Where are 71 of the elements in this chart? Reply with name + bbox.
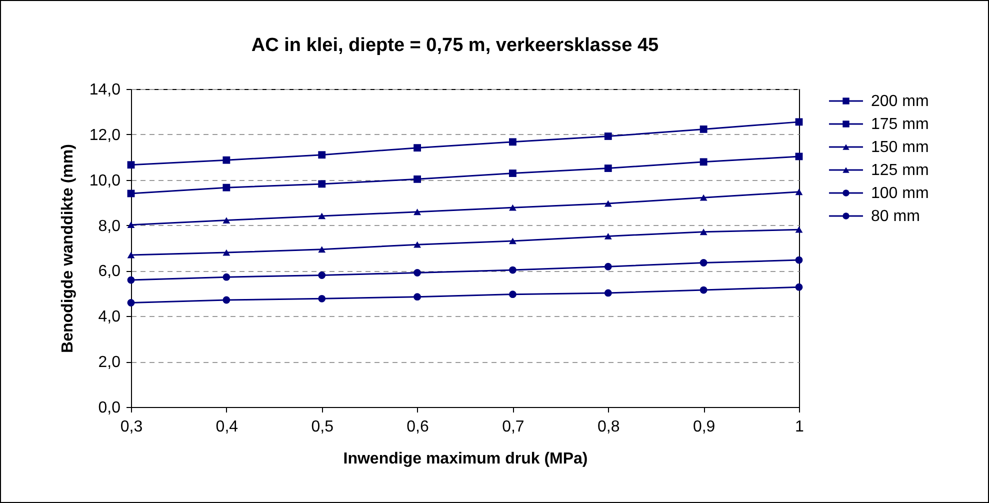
point [509,290,516,298]
point [318,180,326,188]
legend-label: 80 mm [871,208,920,225]
point [127,276,135,284]
point [127,299,135,306]
point [795,226,803,233]
point [795,188,803,196]
y-tick-label: 8,0 [98,218,121,235]
point [509,170,516,177]
y-tick-label: 12,0 [89,126,121,144]
point [127,252,135,258]
point [318,246,326,253]
x-tick-label: 0,7 [502,418,524,436]
chart-title: AC in klei, diepte = 0,75 m, verkeersklasse 45 [251,35,660,56]
point [795,283,803,291]
point [414,293,421,301]
point [795,118,803,126]
point [795,256,803,264]
point [604,262,612,270]
point [222,273,230,281]
point [414,208,421,216]
point [604,132,612,140]
point [604,289,612,297]
x-tick-label: 0,6 [406,418,430,436]
point [222,217,230,224]
legend-label: 100 mm [871,185,929,202]
x-tick-label: 0,9 [692,418,716,436]
x-tick-label: 0,5 [311,418,334,436]
x-axis-title: Inwendige maximum druk (MPa) [343,450,588,468]
point [700,228,708,236]
x-tick-label: 0,8 [598,418,620,436]
y-tick-label: 10,0 [89,172,121,190]
point [222,296,230,304]
point [604,164,612,172]
y-tick-label: 6,0 [98,263,121,280]
point [222,184,230,192]
point [509,266,516,274]
y-tick-label: 0,0 [98,400,121,416]
point [604,200,612,207]
point [509,138,516,146]
point [318,151,326,159]
y-tick-label: 14,0 [89,82,121,98]
point [700,286,708,294]
point [700,259,708,266]
point [318,294,326,302]
point [127,161,135,169]
x-tick-label: 1 [795,418,804,436]
point [604,232,612,240]
point [700,158,708,166]
x-tick-label: 0,4 [216,418,238,436]
point [509,204,516,211]
y-tick-label: 2,0 [98,354,121,372]
point [222,156,230,164]
point [700,194,708,201]
legend-label: 150 mm [871,139,929,156]
legend-label: 200 mm [871,93,929,110]
legend-label: 125 mm [871,162,929,179]
legend-label: 175 mm [871,116,929,133]
point [127,222,135,228]
point [509,238,516,244]
point [414,269,421,276]
point [318,272,326,279]
y-tick-label: 4,0 [98,308,121,326]
point [414,144,421,152]
point [700,125,708,133]
point [318,212,326,220]
point [414,241,421,248]
x-tick-label: 0,3 [120,418,143,436]
point [414,175,421,183]
point [222,249,230,256]
y-axis-title: Benodigde wanddikte (mm) [59,144,76,353]
